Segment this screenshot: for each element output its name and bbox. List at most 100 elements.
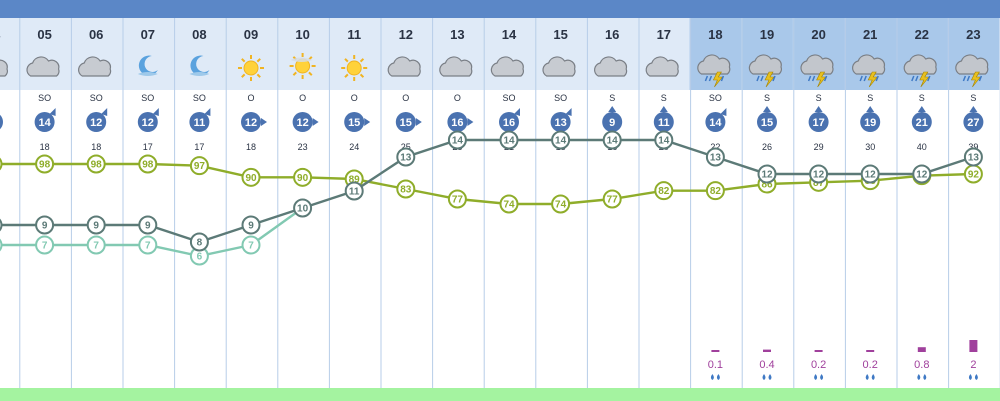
precip-bar [866, 350, 875, 352]
hour-label: 22 [915, 27, 929, 42]
temperature-point [0, 218, 3, 232]
hour-label: 19 [760, 27, 774, 42]
wind-speed-value: 12 [90, 117, 102, 129]
temperature-point [396, 147, 416, 167]
humidity-point [602, 189, 622, 209]
cloud-icon [645, 56, 679, 77]
humidity-point [138, 154, 158, 174]
wind-arrow-icon [49, 108, 56, 116]
temperature-point [344, 181, 364, 201]
wind-speed-badge [395, 112, 416, 132]
wind-direction-label: SO [141, 93, 154, 103]
sun-ray [344, 58, 349, 63]
humidity-point-label: 82 [658, 186, 670, 197]
sun-ray [359, 58, 365, 63]
header-bar [0, 0, 1000, 18]
wind-speed-value: 21 [916, 117, 928, 129]
precip-label: 0.8 [914, 359, 929, 371]
sun-ray [256, 58, 261, 63]
temperature-point-label: 13 [400, 153, 412, 164]
temperature-point-label: 11 [349, 187, 360, 198]
hour-label: 12 [399, 27, 413, 42]
hour-label: 16 [605, 27, 619, 42]
sun-ray [308, 71, 313, 76]
gust-value: 26 [762, 142, 772, 152]
temperature-point [602, 130, 622, 150]
hour-label: 11 [347, 27, 361, 42]
temperature-point [963, 147, 983, 167]
wind-arrow-icon [608, 106, 617, 112]
cloud-shape [748, 54, 783, 75]
moon-cloud-icon [189, 55, 210, 76]
wind-direction-label: SO [554, 93, 567, 103]
cloud-icon [0, 59, 9, 77]
wind-arrow-icon [659, 106, 668, 112]
temperature-point-label: 12 [761, 170, 773, 181]
wind-direction-label: SO [90, 93, 103, 103]
dewpoint-point-label: 7 [93, 241, 99, 252]
wind-speed-value: 11 [194, 117, 206, 129]
hour-label: 21 [863, 27, 877, 42]
wind-speed-badge [653, 112, 674, 132]
temperature-point-label: 13 [710, 153, 722, 164]
wind-speed-value: 15 [761, 117, 773, 129]
hour-label: 04 [0, 27, 1, 42]
cloud-shape [955, 54, 989, 75]
rain-drop [708, 75, 713, 82]
wind-direction-label: SO [502, 93, 515, 103]
wind-speed-value: 15 [348, 117, 360, 129]
rain-drop [863, 75, 867, 82]
drop-shape [820, 374, 824, 380]
humidity-point-label: 97 [194, 161, 206, 172]
humidity-point [396, 179, 416, 199]
wind-direction-label: S [970, 93, 976, 103]
rain-drop [911, 75, 915, 82]
wind-speed-value: 12 [245, 117, 257, 129]
wind-speed-badge [86, 112, 107, 132]
wind-speed-badge [34, 112, 55, 132]
wind-speed-value: 11 [658, 117, 670, 129]
rain-drop [807, 75, 812, 82]
gust-value: 24 [349, 142, 359, 152]
rain-drop [823, 75, 828, 82]
drop-shape [710, 374, 714, 380]
lightning-bolt [816, 71, 827, 88]
sun-icon [238, 55, 264, 81]
wind-direction-label: SO [193, 93, 206, 103]
gust-value: 40 [917, 142, 927, 152]
temperature-point-label: 14 [658, 136, 670, 147]
hour-label: 18 [708, 27, 722, 42]
hour-label: 13 [450, 27, 464, 42]
precip-bar [711, 350, 720, 352]
wind-speed-value: 12 [142, 117, 154, 129]
gust-value: 17 [194, 142, 204, 152]
humidity-point [189, 156, 209, 176]
temperature-point [757, 164, 777, 184]
cloud-shape [542, 56, 576, 77]
hour-label: 14 [502, 27, 517, 42]
wind-arrow-icon [152, 108, 159, 116]
humidity-point-label: 74 [503, 200, 515, 211]
drop-shape [814, 374, 818, 380]
temperature-point-label: 9 [93, 221, 99, 232]
cloud-icon [490, 56, 525, 77]
raindrop-icon [917, 374, 927, 380]
drop-shape [923, 374, 927, 380]
wind-speed-badge [757, 112, 777, 132]
wind-direction-label: SO [709, 93, 722, 103]
cloud-streak [290, 57, 313, 62]
sun-icon [341, 55, 368, 81]
rain-drop [875, 75, 879, 82]
temperature-point-label: 14 [452, 136, 464, 147]
wind-arrow-icon [204, 108, 211, 116]
wind-speed-value: 17 [812, 117, 824, 129]
cloud-shape [387, 56, 421, 77]
wind-direction-label: S [764, 93, 770, 103]
drop-shape [917, 374, 921, 380]
cloud-shape [0, 59, 9, 77]
hour-label: 23 [966, 27, 980, 42]
hour-label: 05 [37, 27, 51, 42]
cloud-icon [542, 56, 576, 77]
dewpoint-point [138, 235, 158, 255]
rain-cloud-icon [697, 54, 731, 88]
